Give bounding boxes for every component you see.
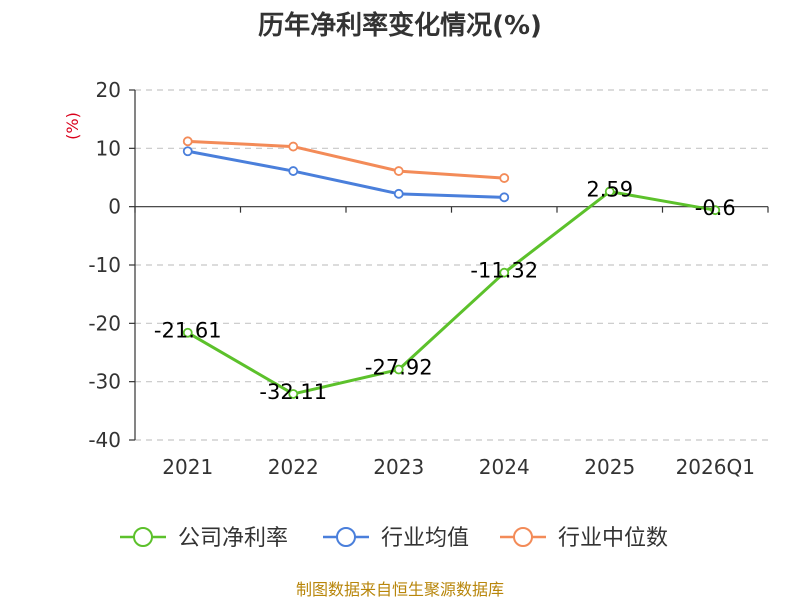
data-label: -21.61 (154, 319, 222, 343)
data-point (182, 146, 193, 157)
y-tick-label: -20 (88, 311, 121, 335)
data-point (499, 192, 510, 203)
x-tick-label: 2025 (584, 455, 635, 479)
data-point (182, 327, 193, 338)
y-tick-label: 0 (108, 195, 121, 219)
data-point (288, 389, 299, 399)
x-tick-label: 2021 (162, 455, 213, 479)
y-tick-label: -30 (88, 370, 121, 394)
x-tick-label: 2024 (479, 455, 530, 479)
legend-label: 行业均值 (381, 526, 469, 551)
series-line (186, 139, 506, 180)
series-line (186, 149, 506, 199)
legend-label: 公司净利率 (178, 526, 288, 551)
legend: 公司净利率 行业均值 行业中位数 (120, 526, 668, 551)
data-point (393, 166, 404, 176)
data-point (393, 364, 404, 375)
y-tick-label: -40 (88, 428, 121, 452)
axes: 20 10 0 -10 -20 -30 -40 2021 2022 2023 2024 2025 202… (88, 78, 769, 479)
data-point (499, 267, 510, 278)
data-point (288, 141, 299, 152)
data-point (393, 188, 404, 199)
data-label: 2.59 (586, 178, 633, 202)
x-tick-label: 2026Q1 (676, 455, 755, 479)
data-point (710, 205, 721, 216)
legend-marker (336, 527, 356, 547)
legend-marker (513, 527, 533, 547)
data-label: -11.32 (470, 259, 538, 283)
y-tick-label: -10 (88, 253, 121, 277)
y-tick-label: 10 (96, 136, 121, 160)
data-point (604, 186, 615, 197)
legend-marker (133, 527, 153, 547)
x-tick-label: 2023 (373, 455, 424, 479)
legend-label: 行业中位数 (558, 526, 668, 551)
data-label: -27.92 (365, 356, 433, 380)
data-label: -0.6 (695, 196, 736, 220)
series-line (186, 190, 717, 396)
series-lines (182, 136, 721, 399)
x-tick-label: 2022 (268, 455, 319, 479)
y-axis-unit-label: (%) (63, 112, 82, 140)
data-label: -32.11 (259, 380, 327, 404)
data-point (288, 166, 299, 176)
y-tick-label: 20 (96, 78, 121, 102)
data-labels: -21.61 -32.11 -27.92 -11.32 2.59 -0.6 (154, 178, 736, 404)
data-point (499, 173, 510, 183)
source-note: 制图数据来自恒生聚源数据库 (296, 580, 504, 599)
data-point (182, 136, 193, 147)
chart-title: 历年净利率变化情况(%) (258, 10, 542, 41)
